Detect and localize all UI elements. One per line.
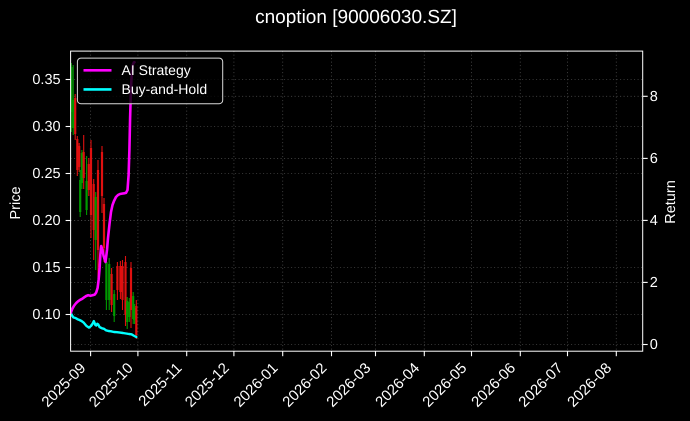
svg-text:0.30: 0.30 bbox=[32, 119, 60, 135]
svg-text:Price: Price bbox=[8, 186, 24, 219]
svg-text:8: 8 bbox=[650, 89, 658, 105]
svg-text:6: 6 bbox=[650, 151, 658, 167]
svg-text:0.35: 0.35 bbox=[32, 72, 60, 88]
svg-text:4: 4 bbox=[650, 213, 658, 229]
svg-text:0.15: 0.15 bbox=[32, 260, 60, 276]
svg-text:2: 2 bbox=[650, 275, 658, 291]
svg-text:cnoption [90006030.SZ]: cnoption [90006030.SZ] bbox=[255, 7, 457, 28]
svg-text:0.25: 0.25 bbox=[32, 166, 60, 182]
svg-text:0: 0 bbox=[650, 337, 658, 353]
svg-text:Return: Return bbox=[663, 180, 679, 224]
svg-text:0.20: 0.20 bbox=[32, 213, 60, 229]
svg-text:0.10: 0.10 bbox=[32, 307, 60, 323]
svg-text:Buy-and-Hold: Buy-and-Hold bbox=[122, 81, 208, 97]
svg-text:AI Strategy: AI Strategy bbox=[122, 62, 191, 78]
